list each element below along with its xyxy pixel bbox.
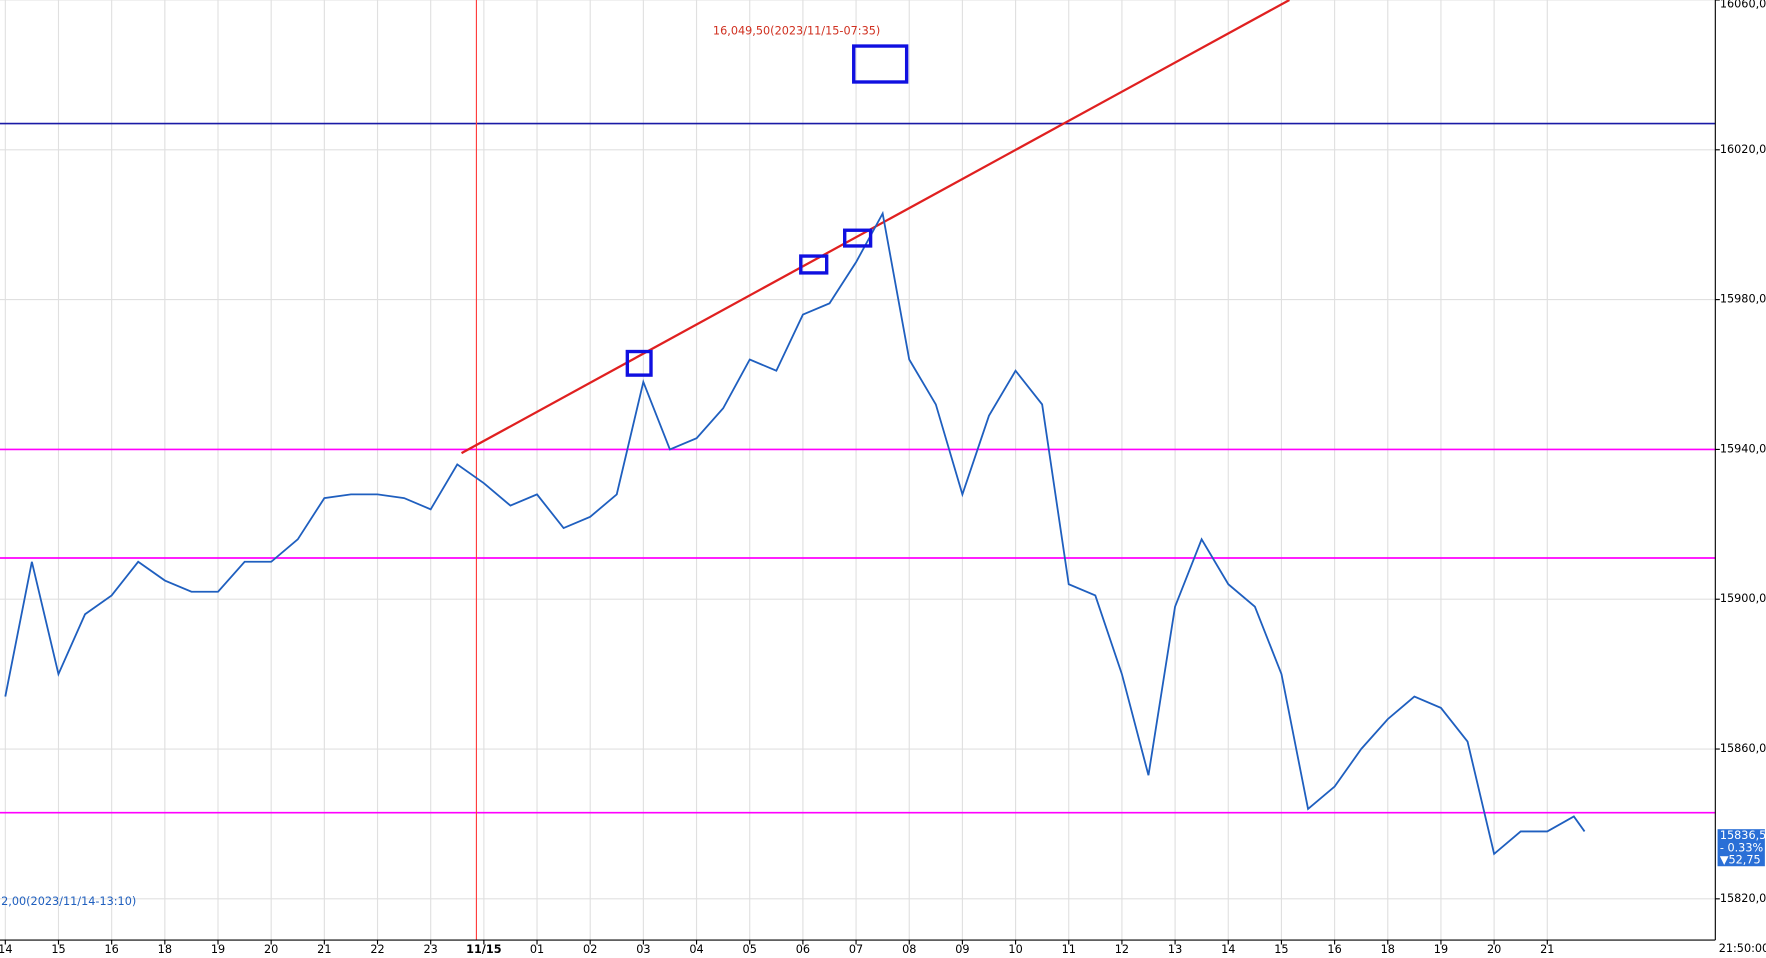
x-tick-label: 14 xyxy=(0,943,12,956)
x-tick-label: 19 xyxy=(1434,943,1448,956)
x-tick-label: 19 xyxy=(211,943,225,956)
x-tick-label: 21 xyxy=(1540,943,1554,956)
high-annotation: 16,049,50(2023/11/15-07:35) xyxy=(713,24,880,37)
last-price-box xyxy=(1717,829,1765,867)
y-tick-label: 15900,00 xyxy=(1720,592,1766,605)
x-tick-label: 05 xyxy=(743,943,757,956)
x-tick-label: 12 xyxy=(1115,943,1129,956)
x-tick-label: 18 xyxy=(158,943,172,956)
y-tick-label: 15980,00 xyxy=(1720,293,1766,306)
highlight-box xyxy=(843,228,873,248)
x-tick-label: 23 xyxy=(424,943,438,956)
last-price-diff: ▼52,75 xyxy=(1720,854,1761,867)
x-tick-label: 11 xyxy=(1062,943,1076,956)
x-tick-label: 02 xyxy=(583,943,597,956)
x-tick-label: 22 xyxy=(370,943,384,956)
x-tick-label: 16 xyxy=(1327,943,1341,956)
x-tick-label: 15 xyxy=(51,943,65,956)
x-tick-label: 03 xyxy=(636,943,650,956)
x-tick-label: 21 xyxy=(317,943,331,956)
end-time-label: 21:50:00 xyxy=(1719,942,1766,955)
price-line xyxy=(4,210,1586,856)
x-tick-label: 06 xyxy=(796,943,810,956)
last-price-label: 15836,50 xyxy=(1720,829,1766,842)
y-tick-label: 15820,00 xyxy=(1720,892,1766,905)
x-tick-label: 20 xyxy=(1487,943,1501,956)
x-tick-label: 16 xyxy=(105,943,119,956)
highlight-box xyxy=(625,349,653,377)
y-tick-label: 16020,00 xyxy=(1720,143,1766,156)
x-tick-label: 20 xyxy=(264,943,278,956)
x-tick-label: 18 xyxy=(1381,943,1395,956)
highlight-box xyxy=(799,254,829,275)
x-tick-label: 14 xyxy=(1221,943,1235,956)
x-tick-label: 11/15 xyxy=(466,943,502,956)
y-tick-label: 15860,00 xyxy=(1720,742,1766,755)
x-tick-label: 08 xyxy=(902,943,916,956)
y-tick-label: 16060,00 xyxy=(1720,0,1766,10)
x-tick-label: 09 xyxy=(955,943,969,956)
last-price-change: - 0.33% xyxy=(1720,841,1764,854)
x-tick-label: 10 xyxy=(1008,943,1022,956)
highlight-box xyxy=(852,44,909,84)
x-tick-label: 01 xyxy=(530,943,544,956)
marks: 15836,50- 0.33%▼52,75 xyxy=(4,210,1766,867)
x-tick-label: 13 xyxy=(1168,943,1182,956)
low-annotation: 2,00(2023/11/14-13:10) xyxy=(1,895,136,908)
x-tick-label: 15 xyxy=(1274,943,1288,956)
x-tick-label: 07 xyxy=(849,943,863,956)
x-tick-label: 04 xyxy=(689,943,703,956)
y-tick-label: 15940,00 xyxy=(1720,442,1766,455)
